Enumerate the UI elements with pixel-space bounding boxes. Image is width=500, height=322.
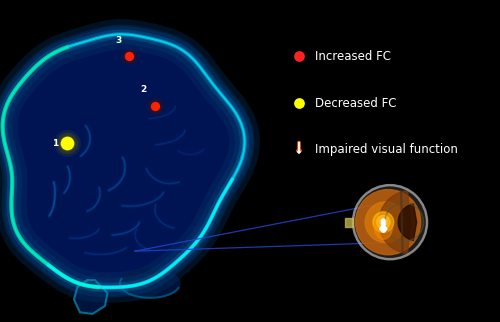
Text: Impaired visual function: Impaired visual function — [315, 143, 458, 156]
Point — [62, 141, 70, 146]
Point — [62, 141, 70, 146]
Point — [125, 54, 133, 59]
Point — [125, 54, 133, 59]
Point — [151, 104, 159, 109]
Point — [295, 100, 303, 106]
Polygon shape — [2, 34, 244, 288]
Point — [151, 104, 159, 109]
Point — [62, 141, 70, 146]
Circle shape — [380, 218, 387, 226]
Point — [62, 141, 70, 146]
Bar — [345, 218, 353, 227]
Point — [125, 54, 133, 59]
Wedge shape — [379, 191, 410, 253]
Text: 3: 3 — [115, 36, 121, 45]
Text: 1: 1 — [52, 139, 59, 148]
Point — [125, 54, 133, 59]
Ellipse shape — [374, 213, 392, 239]
Text: Decreased FC: Decreased FC — [315, 97, 396, 109]
Circle shape — [356, 190, 420, 255]
Circle shape — [365, 202, 406, 242]
Point — [151, 104, 159, 109]
Point — [151, 104, 159, 109]
Point — [151, 104, 159, 109]
Ellipse shape — [120, 269, 180, 298]
Point — [62, 141, 70, 146]
Polygon shape — [74, 280, 108, 314]
Point — [125, 54, 133, 59]
Circle shape — [373, 212, 394, 232]
Text: 2: 2 — [140, 85, 146, 94]
Text: Increased FC: Increased FC — [315, 50, 391, 63]
Wedge shape — [398, 204, 416, 241]
Point — [295, 54, 303, 59]
Circle shape — [376, 215, 390, 229]
Circle shape — [353, 185, 427, 259]
Polygon shape — [0, 27, 252, 295]
